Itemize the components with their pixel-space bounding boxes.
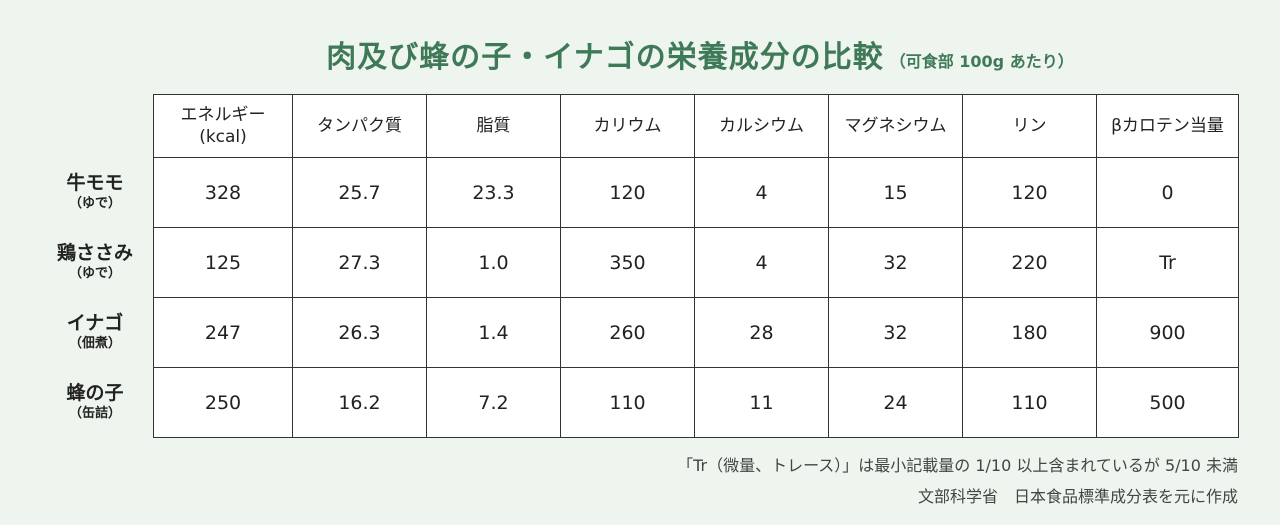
table-row: 247 26.3 1.4 260 28 32 180 900 [153,297,1239,368]
table-cell: 220 [962,227,1097,298]
row-label: 蜂の子 （缶詰） [40,367,150,437]
table-cell: 247 [153,297,293,368]
title-subtitle: （可食部 100g あたり） [889,52,1074,71]
row-label-name: 牛モモ [66,172,124,194]
page-title: 肉及び蜂の子・イナゴの栄養成分の比較 （可食部 100g あたり） [0,32,1280,76]
table-cell: 1.4 [426,297,561,368]
table-cell: 260 [560,297,695,368]
table-cell: 4 [694,227,829,298]
table-cell: 26.3 [292,297,427,368]
table-cell: Tr [1096,227,1239,298]
table-cell: 125 [153,227,293,298]
row-label-note: （佃煮） [68,336,121,351]
header-magnesium: マグネシウム [828,94,963,158]
table-cell: 328 [153,157,293,228]
header-energy: エネルギー (kcal) [153,94,293,158]
table-cell: 110 [962,367,1097,438]
table-cell: 25.7 [292,157,427,228]
row-labels: 牛モモ （ゆで） 鶏ささみ （ゆで） イナゴ （佃煮） 蜂の子 （缶詰） [40,157,150,437]
row-label-name: 鶏ささみ [56,242,133,264]
table-cell: 28 [694,297,829,368]
footnote-trace: 「Tr（微量、トレース）」は最小記載量の 1/10 以上含まれているが 5/10… [677,456,1238,475]
table-cell: 180 [962,297,1097,368]
row-label: 鶏ささみ （ゆで） [40,227,150,297]
table-row: 328 25.7 23.3 120 4 15 120 0 [153,157,1239,228]
header-beta-carotene: βカロテン当量 [1096,94,1239,158]
row-label: 牛モモ （ゆで） [40,157,150,227]
table-cell: 900 [1096,297,1239,368]
table-cell: 32 [828,227,963,298]
table-row: 250 16.2 7.2 110 11 24 110 500 [153,367,1239,438]
row-label-name: イナゴ [66,312,124,334]
table-cell: 24 [828,367,963,438]
table-cell: 0 [1096,157,1239,228]
row-label-name: 蜂の子 [66,382,124,404]
table-cell: 27.3 [292,227,427,298]
table-cell: 500 [1096,367,1239,438]
table-cell: 16.2 [292,367,427,438]
row-label-note: （缶詰） [68,406,121,421]
row-label: イナゴ （佃煮） [40,297,150,367]
table-row: 125 27.3 1.0 350 4 32 220 Tr [153,227,1239,298]
footnote-source: 文部科学省 日本食品標準成分表を元に作成 [917,487,1238,506]
table-cell: 120 [962,157,1097,228]
table-cell: 15 [828,157,963,228]
table-cell: 110 [560,367,695,438]
header-calcium: カルシウム [694,94,829,158]
table-cell: 350 [560,227,695,298]
table-cell: 11 [694,367,829,438]
header-protein: タンパク質 [292,94,427,158]
table-cell: 7.2 [426,367,561,438]
nutrition-table: エネルギー (kcal) タンパク質 脂質 カリウム カルシウム マグネシウム リ… [153,94,1239,438]
row-label-note: （ゆで） [68,266,121,281]
table-cell: 4 [694,157,829,228]
table-cell: 120 [560,157,695,228]
table-cell: 1.0 [426,227,561,298]
header-fat: 脂質 [426,94,561,158]
header-phosphorus: リン [962,94,1097,158]
table-cell: 250 [153,367,293,438]
table-header-row: エネルギー (kcal) タンパク質 脂質 カリウム カルシウム マグネシウム リ… [153,94,1239,158]
title-main: 肉及び蜂の子・イナゴの栄養成分の比較 [326,40,884,75]
table-cell: 32 [828,297,963,368]
header-potassium: カリウム [560,94,695,158]
row-label-note: （ゆで） [68,196,121,211]
table-cell: 23.3 [426,157,561,228]
